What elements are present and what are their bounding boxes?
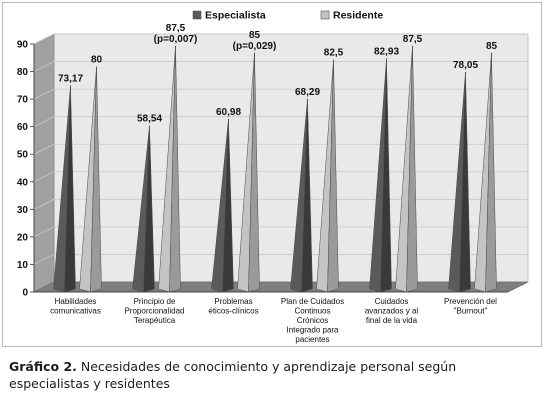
- category-group: 68,29 82,5: [290, 48, 344, 293]
- x-tick-label: avanzados y al: [365, 307, 419, 316]
- cone-1-side: [406, 45, 418, 293]
- x-tick-label: Crónicos: [297, 316, 329, 325]
- category-group: 78,05 85: [448, 41, 498, 293]
- y-tick-label: 80: [17, 67, 29, 78]
- cone-0-side: [222, 118, 234, 293]
- y-tick-label: 90: [17, 40, 29, 51]
- y-tick-label: 0: [22, 288, 28, 299]
- y-tick-label: 30: [17, 205, 29, 216]
- legend: Especialista Residente: [192, 10, 383, 22]
- cone-1-side: [169, 45, 181, 293]
- gridline: [33, 226, 528, 238]
- data-label: 82,93: [374, 46, 399, 57]
- cone-1-side: [90, 66, 102, 293]
- gridline: [33, 171, 528, 183]
- cone-0-side: [64, 85, 76, 293]
- y-tick-label: 40: [17, 177, 29, 188]
- gridline: [33, 198, 528, 210]
- data-label: 80: [91, 55, 103, 66]
- gridlines: [33, 33, 528, 265]
- data-label: 78,05: [453, 60, 478, 71]
- data-label: 58,54: [137, 114, 162, 125]
- y-tick-label: 50: [17, 150, 29, 161]
- legend-label: Residente: [333, 10, 383, 22]
- figure-caption-label: Gráfico 2.: [9, 359, 77, 374]
- legend-swatch: [320, 10, 330, 20]
- x-tick-label: final de la vida: [366, 316, 418, 325]
- y-tick-label: 10: [17, 260, 29, 271]
- gridline: [33, 33, 528, 45]
- gridline: [33, 61, 528, 72]
- data-label: 85: [249, 30, 261, 41]
- data-label: 87,5: [403, 34, 423, 45]
- x-tick-label: Cuidados: [375, 297, 409, 306]
- data-label: 85: [486, 41, 498, 52]
- x-tick-label: Habilidades: [55, 297, 97, 306]
- x-tick-label: Plan de Cuidados: [281, 297, 344, 306]
- chart-frame: 0 10 20 30 40 50 60 70 80 90 73,17 80 Habilidades com…: [2, 2, 542, 347]
- y-tick-label: 20: [17, 232, 29, 243]
- x-tick-label: Terapéutica: [134, 316, 176, 325]
- cone-chart: 0 10 20 30 40 50 60 70 80 90 73,17 80 Habilidadescom…: [17, 10, 529, 344]
- annotation-label: (p=0,007): [154, 34, 198, 45]
- data-label: 82,5: [324, 48, 344, 59]
- figure-caption: Gráfico 2. Necesidades de conocimiento y…: [9, 358, 529, 392]
- x-tick-label: comunicativas: [50, 307, 101, 316]
- legend-swatch: [192, 10, 202, 20]
- category-group: 73,17 80: [53, 55, 103, 293]
- category-group: 58,54 (p=0,007)87,5: [132, 23, 198, 293]
- annotation-label: (p=0,029): [233, 41, 277, 52]
- category-group: 60,98 (p=0,029)85: [211, 30, 277, 293]
- plot-side-wall: [33, 33, 55, 293]
- x-tick-label: Integrado para: [286, 326, 339, 335]
- legend-label: Especialista: [205, 10, 266, 22]
- x-tick-label: "Burnout": [454, 307, 488, 316]
- data-label: 60,98: [216, 107, 241, 118]
- y-tick-label: 70: [17, 95, 29, 106]
- cone-1-side: [327, 59, 339, 293]
- x-tick-label: pacientes: [295, 335, 329, 344]
- x-tick-label: Problemas: [214, 297, 252, 306]
- figure-caption-text: Necesidades de conocimiento y aprendizaj…: [9, 359, 457, 391]
- data-label: 87,5: [166, 23, 186, 34]
- x-tick-label: Prevención del: [444, 297, 497, 306]
- cone-1-side: [485, 52, 497, 293]
- gridline: [33, 88, 528, 100]
- cone-0-side: [380, 58, 392, 293]
- y-tick-label: 60: [17, 122, 29, 133]
- cone-0-side: [301, 98, 313, 293]
- category-group: 82,93 87,5: [369, 34, 423, 293]
- data-label: 73,17: [58, 73, 83, 84]
- x-tick-label: Principio de: [134, 297, 176, 306]
- x-tick-label: éticos-clínicos: [208, 307, 258, 316]
- cone-0-side: [459, 71, 471, 293]
- gridline: [33, 143, 528, 155]
- gridline: [33, 254, 528, 265]
- x-tick-label: Continuos: [294, 307, 330, 316]
- x-tick-label: Proporcionalidad: [124, 307, 184, 316]
- data-label: 68,29: [295, 87, 320, 98]
- gridline: [33, 116, 528, 128]
- cone-1-side: [248, 52, 260, 293]
- cone-0-side: [143, 125, 155, 293]
